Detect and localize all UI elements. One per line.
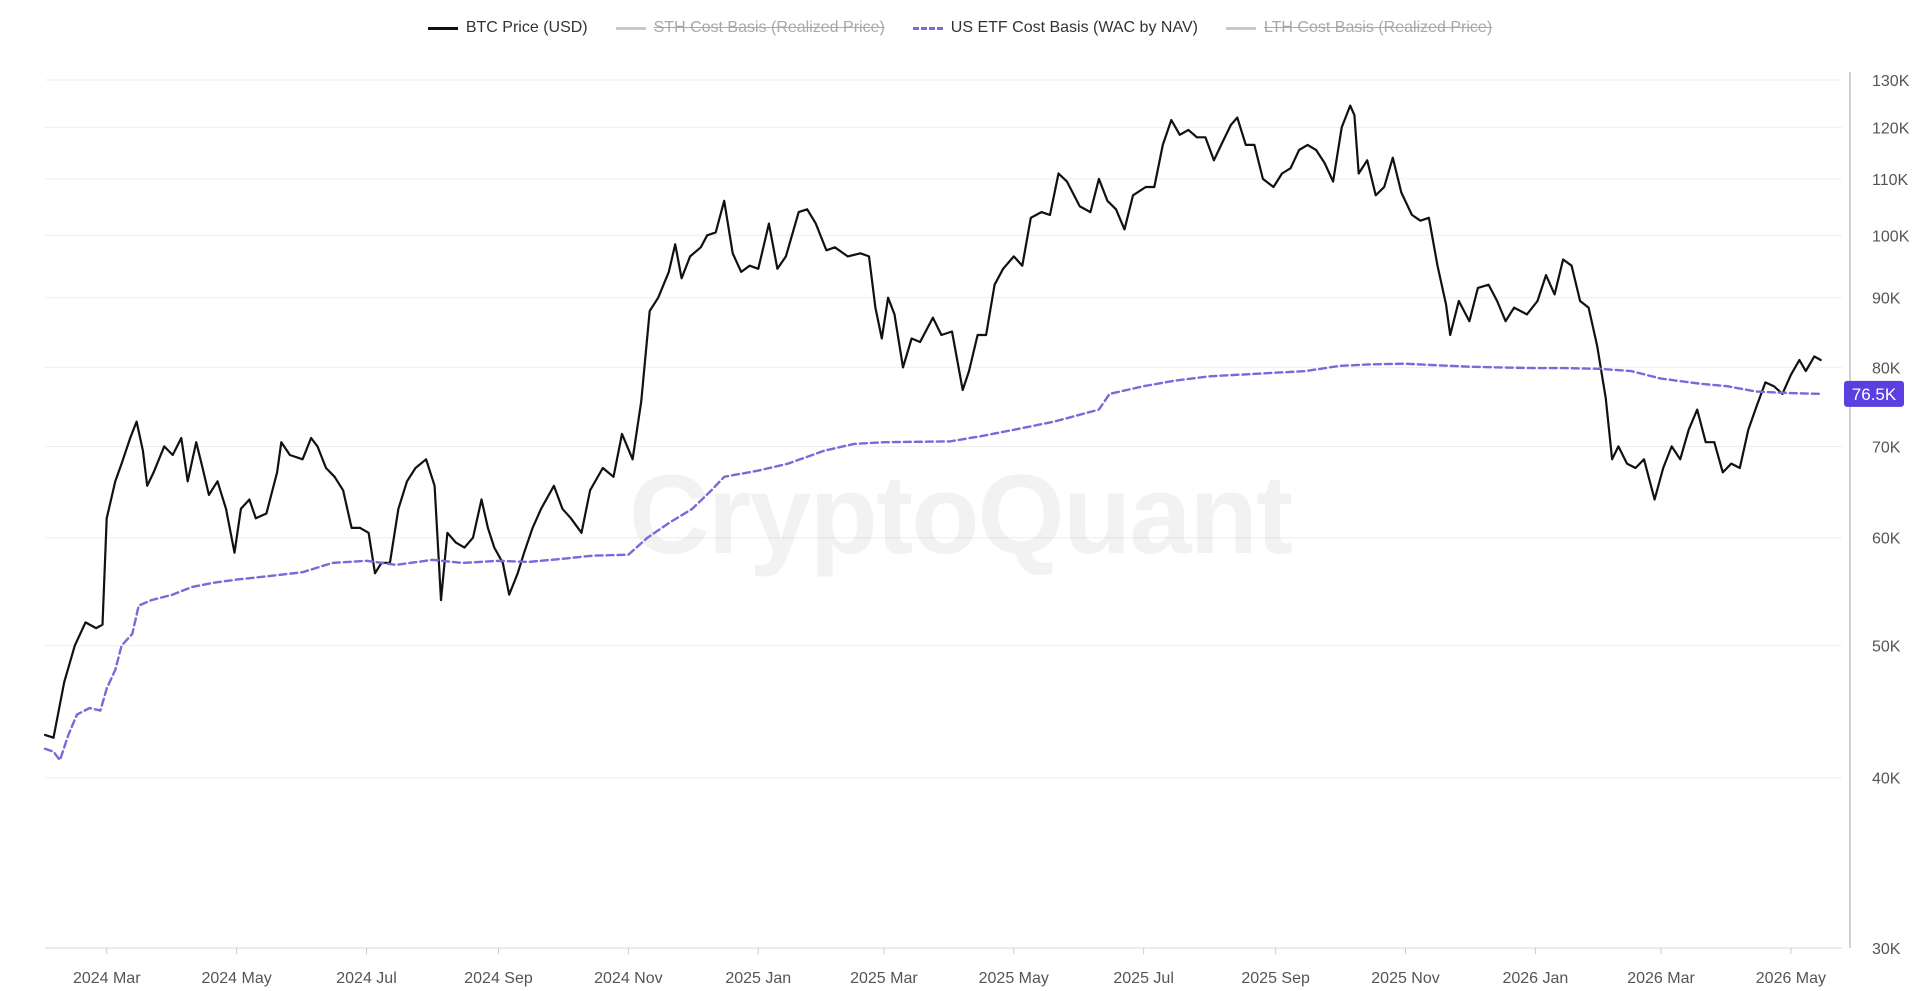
last-value-badge: 76.5K <box>1844 380 1904 407</box>
x-tick-label-2025-05-01: 2025 May <box>979 970 1049 987</box>
x-tick-label-2024-07-01: 2024 Jul <box>336 970 397 987</box>
last-value-badge-label: 76.5K <box>1852 385 1897 404</box>
legend-item-lth-cost-basis[interactable]: LTH Cost Basis (Realized Price) <box>1225 19 1493 37</box>
y-tick-label-120k: 120K <box>1872 120 1910 137</box>
x-tick-label-2024-09-01: 2024 Sep <box>464 970 533 987</box>
y-tick-label-40k: 40K <box>1872 771 1901 788</box>
x-tick-label-2026-05-01: 2026 May <box>1756 970 1826 987</box>
x-tick-label-2026-01-01: 2026 Jan <box>1502 970 1568 987</box>
legend-swatch-etf-cost-basis <box>912 26 943 30</box>
watermark: CryptoQuant <box>629 452 1292 577</box>
legend-swatch-btc-price <box>427 26 458 30</box>
legend-swatch-lth-cost-basis <box>1225 26 1256 30</box>
x-tick-label-2026-03-01: 2026 Mar <box>1627 970 1695 987</box>
y-tick-label-90k: 90K <box>1872 291 1901 308</box>
x-tick-label-2025-11-01: 2025 Nov <box>1371 970 1440 987</box>
legend-label-sth-cost-basis: STH Cost Basis (Realized Price) <box>653 19 885 36</box>
legend-item-btc-price[interactable]: BTC Price (USD) <box>427 19 588 37</box>
x-tick-label-2025-07-01: 2025 Jul <box>1113 970 1174 987</box>
x-tick-label-2024-03-01: 2024 Mar <box>73 970 141 987</box>
x-tick-label-2025-03-01: 2025 Mar <box>850 970 918 987</box>
y-tick-label-100k: 100K <box>1872 228 1910 245</box>
legend-label-lth-cost-basis: LTH Cost Basis (Realized Price) <box>1263 19 1493 36</box>
x-tick-label-2025-09-01: 2025 Sep <box>1241 970 1310 987</box>
legend-swatch-sth-cost-basis <box>615 26 646 30</box>
series-line-etf-cost-basis <box>43 362 1822 762</box>
legend-item-sth-cost-basis[interactable]: STH Cost Basis (Realized Price) <box>615 19 885 37</box>
y-tick-label-30k: 30K <box>1872 941 1901 958</box>
axes <box>45 72 1851 954</box>
y-tick-label-60k: 60K <box>1872 531 1901 548</box>
y-tick-label-70k: 70K <box>1872 439 1901 456</box>
legend-item-etf-cost-basis[interactable]: US ETF Cost Basis (WAC by NAV) <box>912 19 1198 37</box>
last-value-badge-bg <box>1844 380 1904 407</box>
legend: BTC Price (USD) STH Cost Basis (Realized… <box>0 14 1920 42</box>
x-tick-label-2025-01-01: 2025 Jan <box>725 970 791 987</box>
x-tick-label-2024-11-01: 2024 Nov <box>594 970 663 987</box>
legend-label-etf-cost-basis: US ETF Cost Basis (WAC by NAV) <box>950 19 1198 36</box>
tick-labels: 130K 120K 110K 100K 90K 80K 70K 60K 50K 40K 30K 202… <box>73 73 1910 987</box>
y-tick-label-130k: 130K <box>1872 73 1910 90</box>
y-tick-label-50k: 50K <box>1872 639 1901 656</box>
y-tick-label-110k: 110K <box>1872 172 1909 189</box>
y-tick-label-80k: 80K <box>1872 360 1901 377</box>
series-line-btc-price <box>43 104 1822 739</box>
series-lines <box>43 104 1822 762</box>
legend-label-btc-price: BTC Price (USD) <box>465 19 588 36</box>
x-tick-label-2024-05-01: 2024 May <box>201 970 271 987</box>
